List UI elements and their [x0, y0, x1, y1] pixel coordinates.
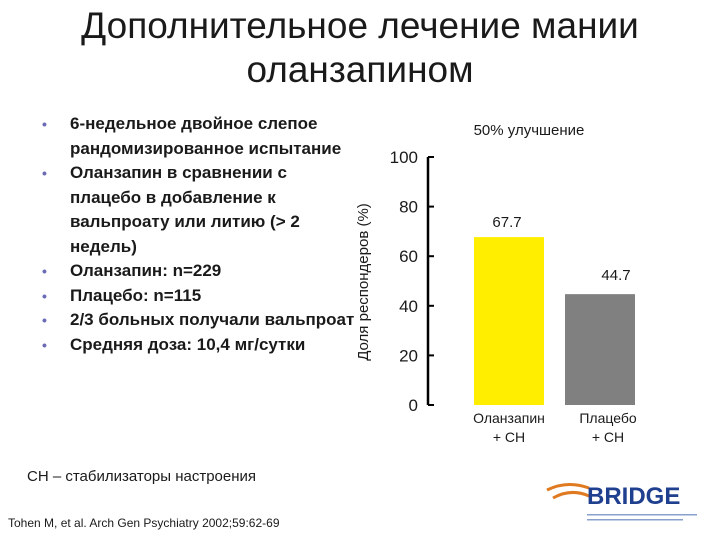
- bullet-dot-icon: •: [42, 336, 47, 353]
- y-tick-label: 60: [399, 247, 418, 266]
- bullet-list: • 6-недельное двойное слепое рандомизиров…: [36, 112, 356, 357]
- bullet-dot-icon: •: [42, 165, 47, 181]
- bullet-item: • 2/3 больных получали вальпроат: [36, 308, 356, 333]
- y-tick-label: 0: [409, 396, 418, 415]
- y-tick-label: 100: [390, 148, 418, 167]
- bullet-item: • 6-недельное двойное слепое рандомизиров…: [36, 112, 356, 161]
- category-label-line: + СН: [592, 429, 624, 445]
- category-label-line: + СН: [493, 429, 525, 445]
- bullet-text: Средняя доза: 10,4 мг/сутки: [70, 334, 306, 354]
- logo-tagline-line: [587, 519, 683, 521]
- bullet-text: Оланзапин: n=229: [70, 261, 222, 280]
- footnote: СН – стабилизаторы настроения: [27, 468, 257, 485]
- bridge-swoosh-icon: [546, 483, 590, 500]
- bar-2: [565, 294, 635, 405]
- title-line-2: оланзапином: [246, 49, 474, 90]
- bullet-item: • Оланзапин: n=229: [36, 259, 356, 284]
- title-line-1: Дополнительное лечение мании: [81, 5, 639, 46]
- y-axis-label: Доля респондеров (%): [355, 203, 372, 361]
- logo-text: BRIDGE: [587, 483, 680, 510]
- y-tick-label: 40: [399, 297, 418, 316]
- response-bar-chart: 50% улучшение Доля респондеров (%) 0 20 40 60…: [355, 122, 637, 445]
- bullet-item: • Плацебо: n=115: [36, 284, 356, 309]
- bullet-text: 2/3 больных получали вальпроат: [70, 310, 355, 329]
- bullet-text: Плацебо: n=115: [70, 285, 202, 305]
- logo-tagline-line: [587, 514, 697, 516]
- bridge-logo: BRIDGE: [546, 483, 697, 521]
- chart-title: 50% улучшение: [474, 122, 585, 139]
- bullet-item: • Средняя доза: 10,4 мг/сутки: [36, 333, 356, 358]
- bar-1: [474, 237, 544, 405]
- bullet-text: Оланзапин в сравнении с плацебо в добавл…: [70, 163, 300, 256]
- bullet-text: 6-недельное двойное слепое рандомизирова…: [70, 114, 342, 158]
- bullet-item: • Оланзапин в сравнении с плацебо в добав…: [36, 161, 356, 259]
- slide-title: Дополнительное лечение мании оланзапином: [40, 4, 680, 92]
- bar-value-label: 67.7: [492, 214, 521, 231]
- y-tick-label: 80: [399, 198, 418, 217]
- category-label-line: Оланзапин: [473, 410, 545, 426]
- citation: Tohen M, et al. Arch Gen Psychiatry 2002…: [8, 516, 280, 530]
- y-tick-label: 20: [399, 346, 418, 365]
- bullet-dot-icon: •: [42, 287, 47, 304]
- bullet-dot-icon: •: [42, 263, 47, 279]
- bullet-dot-icon: •: [42, 312, 47, 328]
- category-label-line: Плацебо: [579, 410, 637, 426]
- bar-value-label: 44.7: [601, 267, 630, 284]
- bullet-dot-icon: •: [42, 116, 47, 132]
